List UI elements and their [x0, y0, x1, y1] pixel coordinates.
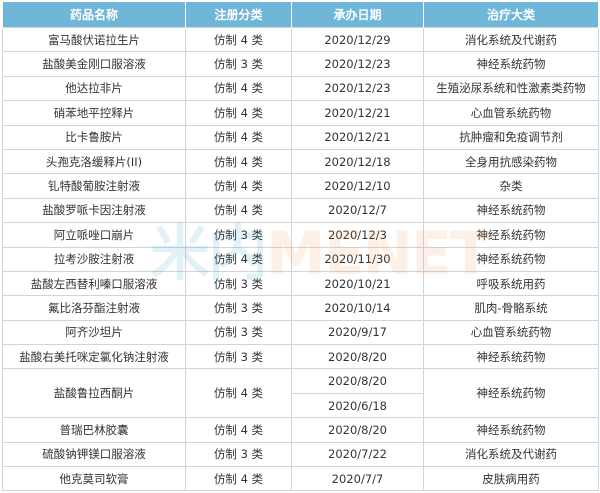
drug-name-cell: 拉考沙胺注射液: [2, 246, 186, 272]
drug-name-cell: 他克莫司软膏: [2, 466, 186, 492]
table-row: 他达拉非片 仿制 4 类 2020/12/23 生殖泌尿系统和性激素类药物: [2, 75, 599, 102]
table-row: 头孢克洛缓释片(II) 仿制 4 类 2020/12/18 全身用抗感染药物: [2, 148, 599, 175]
table-row: 拉考沙胺注射液 仿制 4 类 2020/11/30 神经系统药物: [2, 246, 599, 272]
drug-name-cell: 钆特酸葡胺注射液: [2, 173, 186, 199]
registration-class-cell: 仿制 4 类: [185, 26, 292, 53]
registration-class-cell: 仿制 4 类: [185, 368, 292, 419]
registration-class-cell: 仿制 3 类: [185, 441, 292, 468]
registration-class-cell: 仿制 4 类: [185, 124, 292, 150]
table-row: 阿齐沙坦片 仿制 3 类 2020/9/17 心血管系统药物: [2, 319, 599, 346]
category-cell: 心血管系统药物: [423, 100, 599, 126]
date-cell: 2020/12/21: [291, 124, 424, 150]
category-cell: 消化系统及代谢药: [423, 441, 599, 468]
date-cell: 2020/8/20: [291, 417, 424, 443]
table-row: 盐酸美金刚口服溶液 仿制 3 类 2020/12/23 神经系统药物: [2, 51, 599, 77]
table-row: 比卡鲁胺片 仿制 4 类 2020/12/21 抗肿瘤和免疫调节剂: [2, 124, 599, 150]
registration-class-cell: 仿制 3 类: [185, 295, 292, 321]
category-cell: 神经系统药物: [423, 246, 599, 272]
date-cell: 2020/12/29: [291, 26, 424, 53]
table-row: 硫酸钠钾镁口服溶液 仿制 3 类 2020/7/22 消化系统及代谢药: [2, 441, 599, 468]
drug-name-cell: 他达拉非片: [2, 75, 186, 102]
category-cell: 心血管系统药物: [423, 319, 599, 346]
registration-class-cell: 仿制 4 类: [185, 100, 292, 126]
header-date: 承办日期: [291, 2, 424, 28]
registration-class-cell: 仿制 4 类: [185, 417, 292, 443]
drug-name-cell: 头孢克洛缓释片(II): [2, 148, 186, 175]
category-cell: 皮肤病用药: [423, 466, 599, 492]
drug-name-cell: 盐酸罗哌卡因注射液: [2, 197, 186, 224]
table-row: 盐酸左西替利嗪口服溶液 仿制 3 类 2020/10/21 呼吸系统用药: [2, 270, 599, 297]
date-cell: 2020/9/17: [291, 319, 424, 346]
category-cell: 神经系统药物: [423, 368, 599, 419]
table-row: 盐酸鲁拉西酮片 仿制 4 类 2020/8/20 神经系统药物: [2, 368, 599, 419]
table-row: 阿立哌唑口崩片 仿制 3 类 2020/12/3 神经系统药物: [2, 222, 599, 248]
registration-class-cell: 仿制 3 类: [185, 222, 292, 248]
registration-class-cell: 仿制 3 类: [185, 344, 292, 370]
drug-name-cell: 盐酸美金刚口服溶液: [2, 51, 186, 77]
registration-class-cell: 仿制 4 类: [185, 466, 292, 492]
drug-name-cell: 阿立哌唑口崩片: [2, 222, 186, 248]
category-cell: 抗肿瘤和免疫调节剂: [423, 124, 599, 150]
drug-name-cell: 硝苯地平控释片: [2, 100, 186, 126]
table-row: 他克莫司软膏 仿制 4 类 2020/7/7 皮肤病用药: [2, 466, 599, 492]
date-cell: 2020/12/21: [291, 100, 424, 126]
registration-class-cell: 仿制 4 类: [185, 75, 292, 102]
category-cell: 生殖泌尿系统和性激素类药物: [423, 75, 599, 102]
table-header-row: 药品名称 注册分类 承办日期 治疗大类: [2, 2, 599, 28]
drug-name-cell: 盐酸右美托咪定氯化钠注射液: [2, 344, 186, 370]
registration-class-cell: 仿制 4 类: [185, 173, 292, 199]
category-cell: 神经系统药物: [423, 222, 599, 248]
category-cell: 神经系统药物: [423, 51, 599, 77]
drug-name-cell: 硫酸钠钾镁口服溶液: [2, 441, 186, 468]
registration-class-cell: 仿制 3 类: [185, 319, 292, 346]
category-cell: 消化系统及代谢药: [423, 26, 599, 53]
table-row: 盐酸罗哌卡因注射液 仿制 4 类 2020/12/7 神经系统药物: [2, 197, 599, 224]
date-cell: 2020/12/3: [291, 222, 424, 248]
table-row: 普瑞巴林胶囊 仿制 4 类 2020/8/20 神经系统药物: [2, 417, 599, 443]
drug-name-cell: 氟比洛芬酯注射液: [2, 295, 186, 321]
header-drug-name: 药品名称: [2, 2, 186, 28]
registration-class-cell: 仿制 4 类: [185, 246, 292, 272]
category-cell: 全身用抗感染药物: [423, 148, 599, 175]
table-row: 硝苯地平控释片 仿制 4 类 2020/12/21 心血管系统药物: [2, 100, 599, 126]
category-cell: 神经系统药物: [423, 197, 599, 224]
header-category: 治疗大类: [423, 2, 599, 28]
date-cell: 2020/8/20: [291, 344, 424, 370]
table-row: 富马酸伏诺拉生片 仿制 4 类 2020/12/29 消化系统及代谢药: [2, 26, 599, 53]
drug-name-cell: 盐酸左西替利嗪口服溶液: [2, 270, 186, 297]
category-cell: 神经系统药物: [423, 417, 599, 443]
date-cell: 2020/12/18: [291, 148, 424, 175]
table-row: 钆特酸葡胺注射液 仿制 4 类 2020/12/10 杂类: [2, 173, 599, 199]
date-cell: 2020/11/30: [291, 246, 424, 272]
drug-name-cell: 阿齐沙坦片: [2, 319, 186, 346]
category-cell: 呼吸系统用药: [423, 270, 599, 297]
date-cell: 2020/6/18: [291, 392, 424, 419]
registration-class-cell: 仿制 3 类: [185, 51, 292, 77]
category-cell: 神经系统药物: [423, 344, 599, 370]
registration-class-cell: 仿制 4 类: [185, 197, 292, 224]
table-row: 盐酸右美托咪定氯化钠注射液 仿制 3 类 2020/8/20 神经系统药物: [2, 344, 599, 370]
date-cell: 2020/7/22: [291, 441, 424, 468]
date-cell: 2020/7/7: [291, 466, 424, 492]
date-cell: 2020/8/20: [291, 368, 424, 394]
date-cell: 2020/12/23: [291, 51, 424, 77]
category-cell: 杂类: [423, 173, 599, 199]
date-cell: 2020/12/7: [291, 197, 424, 224]
table-row: 氟比洛芬酯注射液 仿制 3 类 2020/10/14 肌肉-骨骼系统: [2, 295, 599, 321]
registration-class-cell: 仿制 4 类: [185, 148, 292, 175]
drug-name-cell: 比卡鲁胺片: [2, 124, 186, 150]
header-registration-class: 注册分类: [185, 2, 292, 28]
registration-class-cell: 仿制 3 类: [185, 270, 292, 297]
drug-name-cell: 盐酸鲁拉西酮片: [2, 368, 186, 419]
date-cell: 2020/12/10: [291, 173, 424, 199]
drug-name-cell: 富马酸伏诺拉生片: [2, 26, 186, 53]
date-cell: 2020/10/14: [291, 295, 424, 321]
date-cell: 2020/12/23: [291, 75, 424, 102]
table-row: 2020/6/18: [3, 392, 599, 419]
category-cell: 肌肉-骨骼系统: [423, 295, 599, 321]
drug-name-cell: 普瑞巴林胶囊: [2, 417, 186, 443]
date-cell: 2020/10/21: [291, 270, 424, 297]
